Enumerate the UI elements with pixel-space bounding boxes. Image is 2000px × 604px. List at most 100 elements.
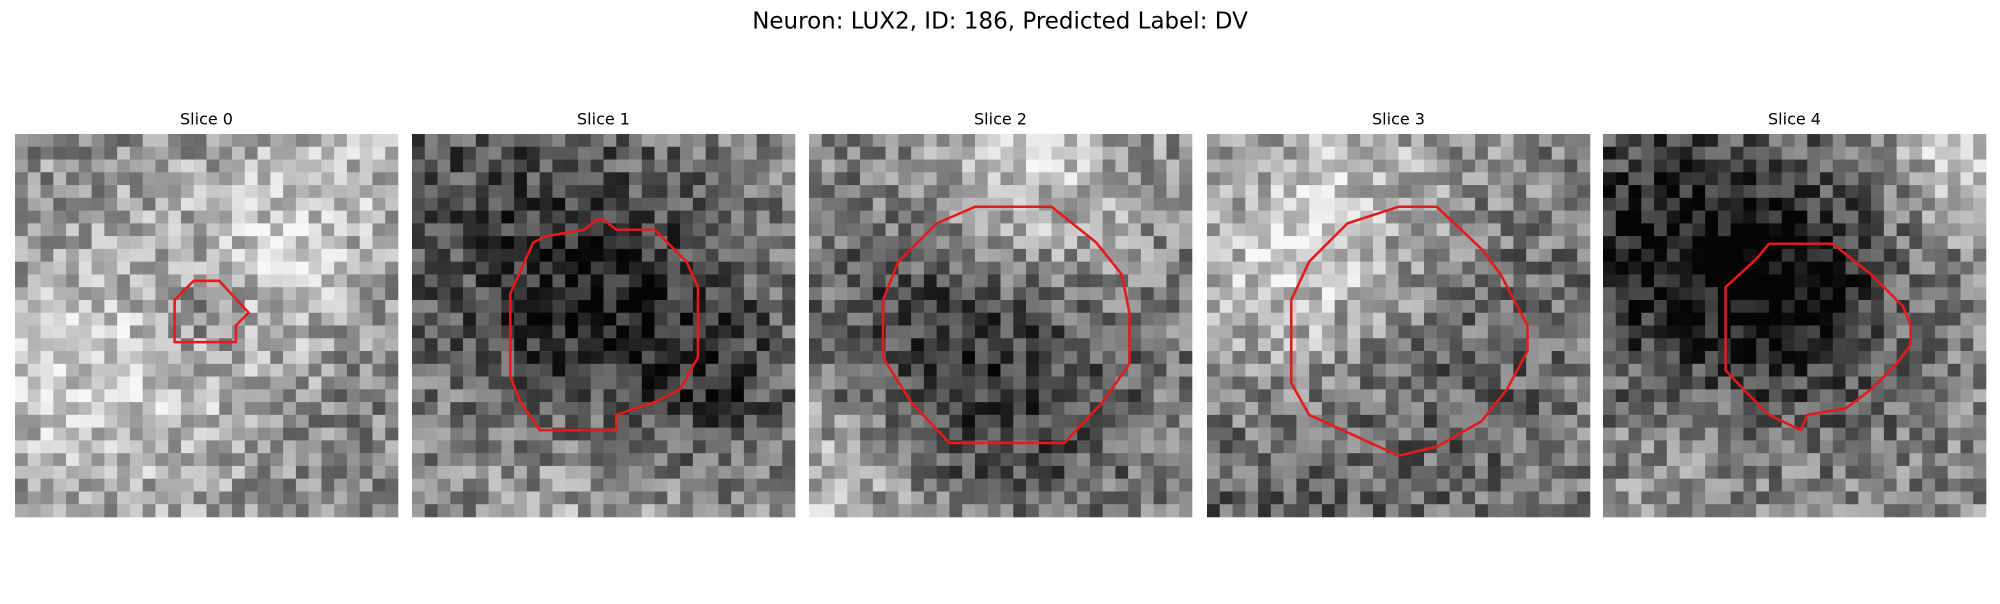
pixel	[809, 478, 823, 492]
pixel	[488, 363, 502, 377]
pixel	[987, 299, 1001, 314]
pixel	[974, 465, 989, 479]
pixel	[1449, 325, 1463, 339]
pixel	[295, 325, 309, 339]
pixel	[129, 351, 143, 365]
pixel	[206, 338, 220, 352]
pixel	[1064, 185, 1078, 199]
pixel	[1973, 453, 1987, 467]
pixel	[15, 504, 29, 518]
pixel	[743, 210, 757, 224]
pixel	[1666, 414, 1680, 428]
pixel	[962, 210, 976, 224]
pixel	[731, 491, 745, 505]
pixel	[1309, 465, 1323, 479]
pixel	[1564, 325, 1578, 339]
pixel	[257, 261, 271, 275]
pixel	[514, 363, 528, 377]
pixel	[1641, 440, 1655, 454]
pixel	[654, 299, 668, 314]
pixel	[834, 261, 848, 275]
pixel	[257, 134, 271, 148]
pixel	[1270, 478, 1284, 492]
pixel	[1832, 453, 1846, 467]
pixel	[40, 453, 54, 467]
pixel	[1679, 363, 1693, 377]
pixel	[911, 478, 925, 492]
pixel	[1577, 338, 1591, 352]
pixel	[104, 363, 118, 377]
pixel	[1641, 453, 1655, 467]
pixel	[1089, 465, 1103, 479]
pixel	[962, 172, 976, 186]
pixel	[1909, 338, 1923, 352]
pixel	[1436, 453, 1450, 467]
pixel	[590, 402, 604, 416]
pixel	[1140, 223, 1154, 237]
pixel	[104, 414, 118, 428]
pixel	[1781, 146, 1795, 160]
pixel	[885, 248, 899, 262]
pixel	[911, 210, 925, 224]
pixel	[385, 274, 399, 288]
pixel	[66, 312, 80, 326]
pixel	[1140, 197, 1154, 211]
pixel	[1207, 478, 1221, 492]
pixel	[412, 261, 426, 275]
pixel	[53, 134, 67, 148]
pixel	[1909, 185, 1923, 199]
pixel	[1232, 236, 1246, 250]
pixel	[1411, 414, 1425, 428]
pixel	[372, 414, 386, 428]
pixel	[743, 427, 757, 441]
pixel	[1232, 299, 1246, 314]
pixel	[1526, 453, 1540, 467]
pixel	[731, 210, 745, 224]
pixel	[1896, 453, 1910, 467]
pixel	[1654, 491, 1668, 505]
pixel	[872, 172, 886, 186]
pixel	[1577, 185, 1591, 199]
pixel	[1628, 427, 1642, 441]
pixel	[142, 185, 156, 199]
pixel	[53, 197, 67, 211]
pixel	[949, 197, 963, 211]
pixel	[372, 338, 386, 352]
pixel	[321, 185, 335, 199]
pixel	[501, 248, 515, 262]
pixel	[308, 351, 322, 365]
pixel	[974, 261, 989, 275]
pixel	[1500, 223, 1514, 237]
pixel	[860, 185, 874, 199]
pixel	[1487, 440, 1501, 454]
pixel	[629, 363, 643, 377]
pixel	[821, 261, 835, 275]
pixel	[667, 134, 681, 148]
pixel	[437, 159, 451, 173]
pixel	[1807, 491, 1821, 505]
pixel	[936, 287, 950, 301]
pixel	[359, 236, 373, 250]
pixel	[1768, 363, 1783, 377]
pixel	[1038, 312, 1052, 326]
pixel	[66, 376, 80, 390]
pixel	[283, 287, 297, 301]
pixel	[1500, 325, 1514, 339]
pixel	[1309, 402, 1323, 416]
pixel	[78, 389, 92, 403]
pixel	[1360, 414, 1374, 428]
pixel	[1513, 465, 1527, 479]
pixel	[962, 159, 976, 173]
pixel	[962, 312, 976, 326]
pixel	[168, 478, 182, 492]
pixel	[1909, 325, 1923, 339]
pixel	[514, 159, 528, 173]
pixel	[244, 299, 258, 314]
pixel	[1179, 504, 1193, 518]
pixel	[1628, 325, 1642, 339]
pixel	[1270, 134, 1284, 148]
pixel	[667, 223, 681, 237]
pixel	[1115, 172, 1129, 186]
pixel	[1666, 312, 1680, 326]
pixel	[475, 223, 489, 237]
